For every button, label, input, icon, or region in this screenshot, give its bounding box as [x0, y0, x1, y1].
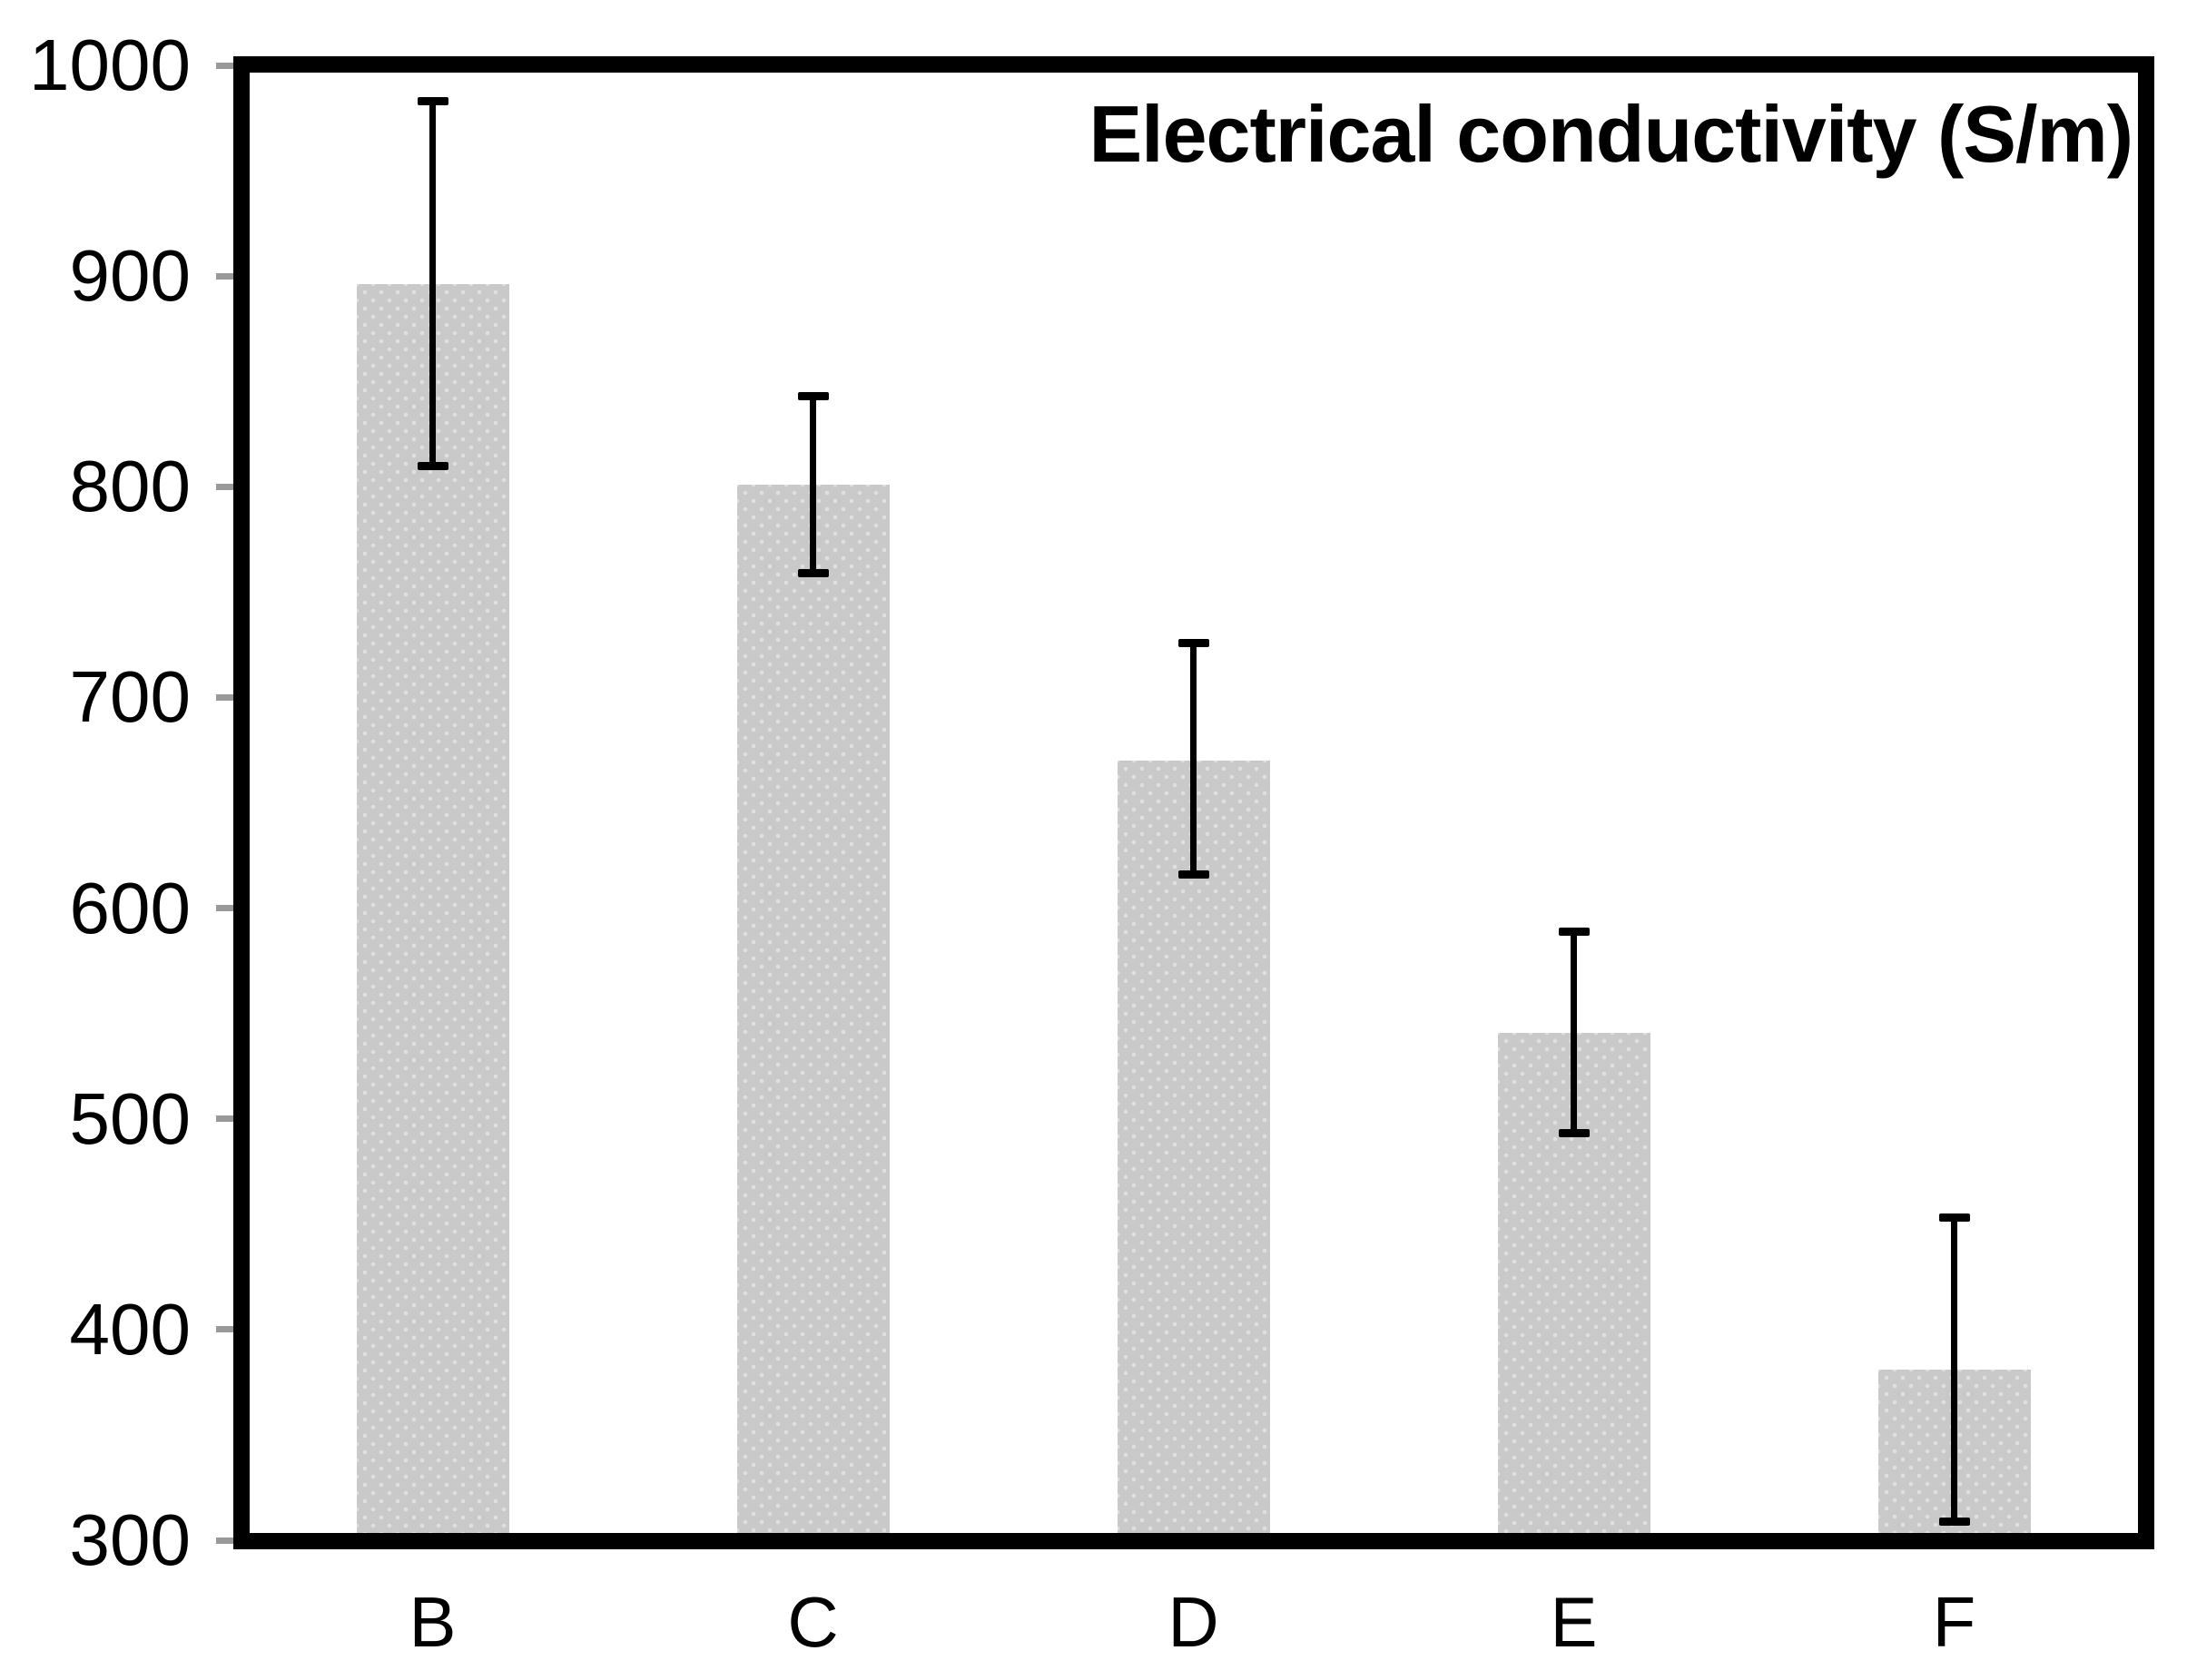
y-axis-tick-label-300: 300 — [69, 1499, 191, 1580]
error-bar-b — [429, 101, 436, 467]
bar-e — [1497, 1032, 1650, 1533]
x-axis-label-b: B — [409, 1582, 457, 1662]
error-cap-top-d — [1177, 638, 1209, 647]
chart-title: Electrical conductivity (S/m) — [1089, 89, 2133, 179]
error-cap-bottom-e — [1558, 1129, 1590, 1138]
y-axis-tick-label-800: 800 — [69, 446, 191, 527]
y-axis-tick-label-1000: 1000 — [29, 25, 191, 105]
error-cap-bottom-d — [1177, 869, 1209, 879]
error-cap-top-f — [1938, 1213, 1970, 1223]
x-axis-label-f: F — [1932, 1582, 1976, 1662]
error-cap-top-c — [797, 391, 829, 400]
error-cap-top-e — [1558, 927, 1590, 936]
y-axis-tick-label-500: 500 — [69, 1077, 191, 1159]
y-axis-tick-mark-900 — [216, 272, 235, 280]
y-axis-tick-mark-1000 — [216, 62, 235, 69]
x-axis-label-c: C — [787, 1582, 839, 1662]
y-axis-tick-label-900: 900 — [69, 235, 191, 317]
y-axis-tick-mark-700 — [216, 693, 235, 701]
error-bar-f — [1951, 1217, 1957, 1522]
error-cap-bottom-f — [1938, 1517, 1970, 1526]
y-axis-tick-label-600: 600 — [69, 867, 191, 948]
y-axis-tick-mark-300 — [216, 1537, 235, 1544]
bar-b — [356, 284, 509, 1533]
y-axis-tick-label-700: 700 — [69, 656, 191, 738]
bar-d — [1117, 761, 1270, 1533]
y-axis-tick-mark-400 — [216, 1326, 235, 1333]
error-cap-bottom-b — [417, 461, 448, 470]
bar-c — [736, 484, 890, 1533]
error-bar-c — [810, 396, 816, 574]
y-axis-tick-mark-500 — [216, 1115, 235, 1123]
y-axis-tick-mark-600 — [216, 905, 235, 912]
x-axis-label-d: D — [1167, 1582, 1219, 1662]
error-bar-d — [1190, 643, 1197, 875]
plot-frame — [233, 56, 2154, 1549]
error-cap-top-b — [417, 96, 448, 105]
y-axis-tick-label-400: 400 — [69, 1288, 191, 1370]
x-axis-label-e: E — [1550, 1582, 1598, 1662]
error-bar-e — [1571, 931, 1577, 1134]
y-axis-tick-mark-800 — [216, 483, 235, 490]
error-cap-bottom-c — [797, 568, 829, 577]
